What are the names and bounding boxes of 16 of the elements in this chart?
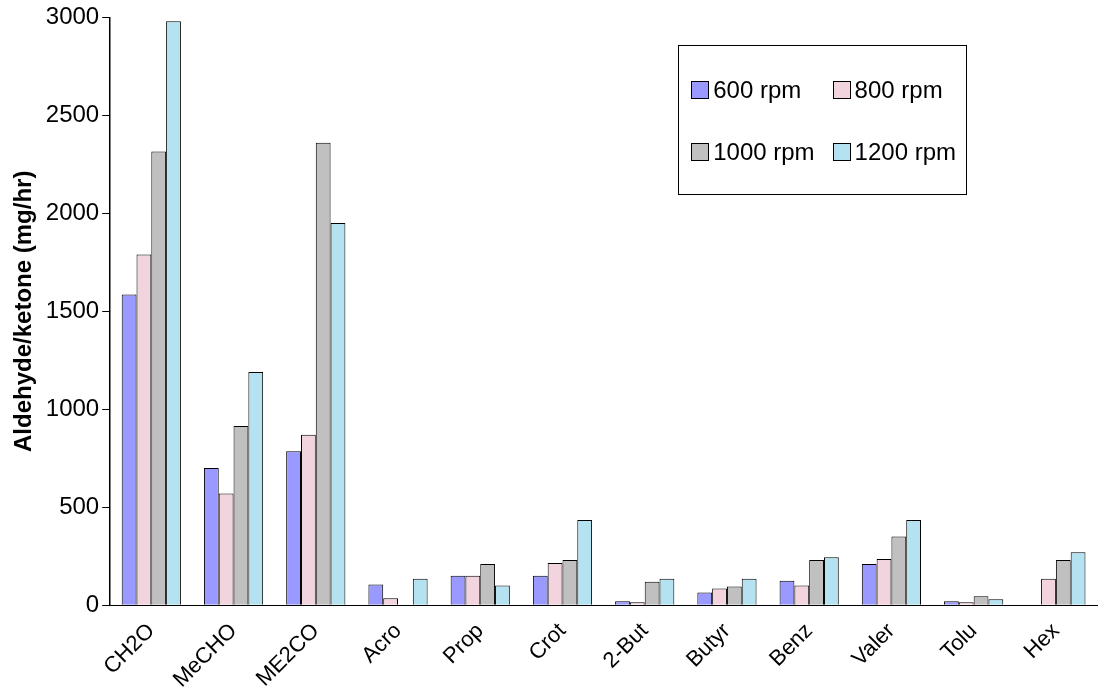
y-tick-label: 2000: [45, 197, 100, 225]
legend-label: 600 rpm: [713, 76, 802, 104]
legend-label: 1000 rpm: [713, 138, 815, 166]
y-tick-label: 1000: [45, 393, 100, 421]
x-tick-label: Crot: [523, 617, 571, 665]
y-tick-label: 500: [59, 491, 100, 519]
y-tick-label: 0: [85, 589, 100, 617]
y-tick-label: 1500: [45, 295, 100, 323]
legend-label: 800 rpm: [854, 76, 943, 104]
x-tick-label: Hex: [1018, 617, 1064, 663]
x-tick-label: Tolu: [935, 617, 982, 664]
y-tick-label: 3000: [45, 2, 100, 30]
y-axis-title: Aldehyde/ketone (mg/hr): [9, 170, 37, 452]
x-tick-label: Prop: [437, 617, 489, 669]
y-tick-label: 2500: [45, 99, 100, 127]
legend-label: 1200 rpm: [854, 138, 956, 166]
